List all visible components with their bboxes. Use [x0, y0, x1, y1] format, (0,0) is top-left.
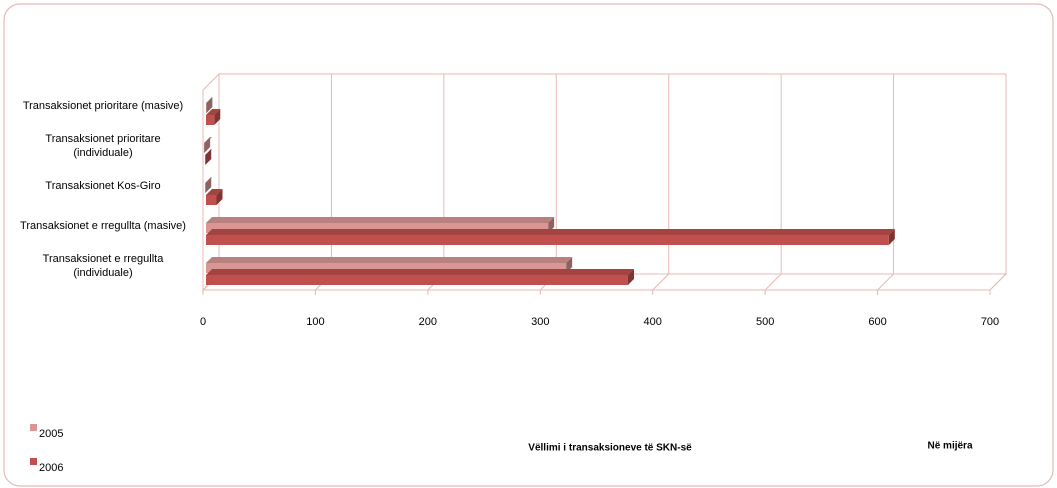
- grid-line-floor: [764, 273, 782, 291]
- bar: [206, 263, 567, 273]
- x-tick-label: 600: [868, 316, 886, 328]
- bar: [206, 275, 628, 285]
- bar: [206, 115, 215, 125]
- y-tick-label: Transaksionet Kos-Giro: [45, 180, 161, 192]
- chart-title: Vëllimi i transaksioneve të SKN-së: [528, 443, 692, 454]
- x-tick-label: 500: [756, 316, 774, 328]
- legend-swatch: [30, 424, 37, 431]
- bar-side: [216, 189, 223, 205]
- bar-top: [206, 217, 555, 223]
- bar-top: [206, 257, 573, 263]
- grid-line-floor: [989, 273, 1007, 291]
- bar-side: [204, 137, 211, 153]
- legend-label: 2005: [39, 428, 63, 440]
- x-tick-label: 400: [644, 316, 662, 328]
- x-tick-label: 300: [531, 316, 549, 328]
- bar-top: [206, 97, 213, 103]
- x-tick-label: 700: [981, 316, 999, 328]
- grid-line-floor: [877, 273, 894, 291]
- bar-side: [888, 229, 895, 245]
- bar-side: [627, 269, 634, 285]
- y-tick-label: Transaksionet e rregullta (masive): [20, 220, 186, 232]
- x-tick-label: 200: [419, 316, 437, 328]
- grid-line-floor: [652, 273, 670, 291]
- x-tick-label: 100: [306, 316, 324, 328]
- bar: [206, 235, 889, 245]
- y-tick-label: Transaksionet e rregullta (individuale): [42, 253, 164, 279]
- bar: [206, 195, 217, 205]
- y-tick-label: Transaksionet prioritare (masive): [22, 100, 184, 112]
- chart-border: [3, 3, 1054, 487]
- x-tick-label: 0: [200, 316, 206, 328]
- bar-side: [205, 177, 212, 193]
- bar: [206, 223, 549, 233]
- annotation: Në mijëra: [927, 441, 972, 452]
- bar-top: [206, 269, 634, 275]
- bar-side: [205, 149, 212, 165]
- legend-label: 2006: [39, 462, 63, 474]
- bar-top: [206, 229, 895, 235]
- legend-swatch: [30, 458, 37, 465]
- y-tick-label: Transaksionet prioritare (individuale): [45, 133, 161, 159]
- bar-top: [206, 189, 223, 195]
- bar-side: [214, 109, 221, 125]
- bar-side: [206, 97, 213, 113]
- bar-top: [206, 109, 221, 115]
